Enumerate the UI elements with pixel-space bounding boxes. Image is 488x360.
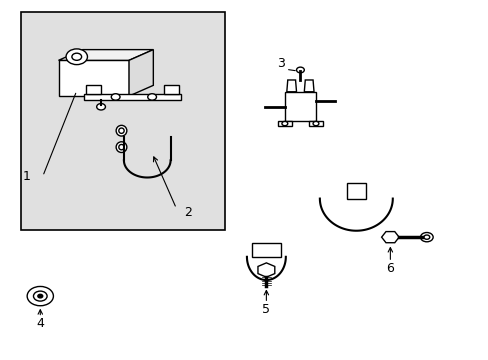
Polygon shape [251, 243, 281, 257]
Circle shape [282, 121, 287, 126]
Ellipse shape [116, 125, 126, 136]
Text: 4: 4 [36, 318, 44, 330]
Ellipse shape [116, 142, 126, 153]
Text: 3: 3 [277, 57, 285, 71]
Circle shape [72, 53, 81, 60]
Polygon shape [308, 121, 322, 126]
Polygon shape [164, 85, 179, 94]
Text: 5: 5 [262, 303, 270, 316]
Circle shape [66, 49, 87, 64]
Polygon shape [346, 183, 366, 199]
Circle shape [420, 233, 432, 242]
Polygon shape [59, 50, 153, 60]
Polygon shape [84, 94, 181, 100]
Text: 1: 1 [22, 170, 31, 183]
Circle shape [296, 67, 304, 73]
Circle shape [38, 294, 42, 298]
Polygon shape [278, 121, 291, 126]
Circle shape [27, 287, 53, 306]
Polygon shape [286, 80, 296, 92]
Circle shape [147, 94, 156, 100]
FancyBboxPatch shape [21, 12, 224, 230]
Circle shape [111, 94, 120, 100]
Ellipse shape [119, 144, 124, 150]
Polygon shape [59, 60, 129, 96]
Circle shape [33, 291, 47, 301]
Polygon shape [86, 85, 101, 94]
Circle shape [423, 235, 429, 239]
Ellipse shape [119, 128, 124, 134]
Polygon shape [285, 92, 315, 121]
Circle shape [312, 121, 318, 126]
Circle shape [97, 104, 105, 110]
Text: 6: 6 [386, 262, 393, 275]
Polygon shape [129, 50, 153, 96]
Polygon shape [304, 80, 313, 92]
Text: 2: 2 [183, 206, 191, 219]
